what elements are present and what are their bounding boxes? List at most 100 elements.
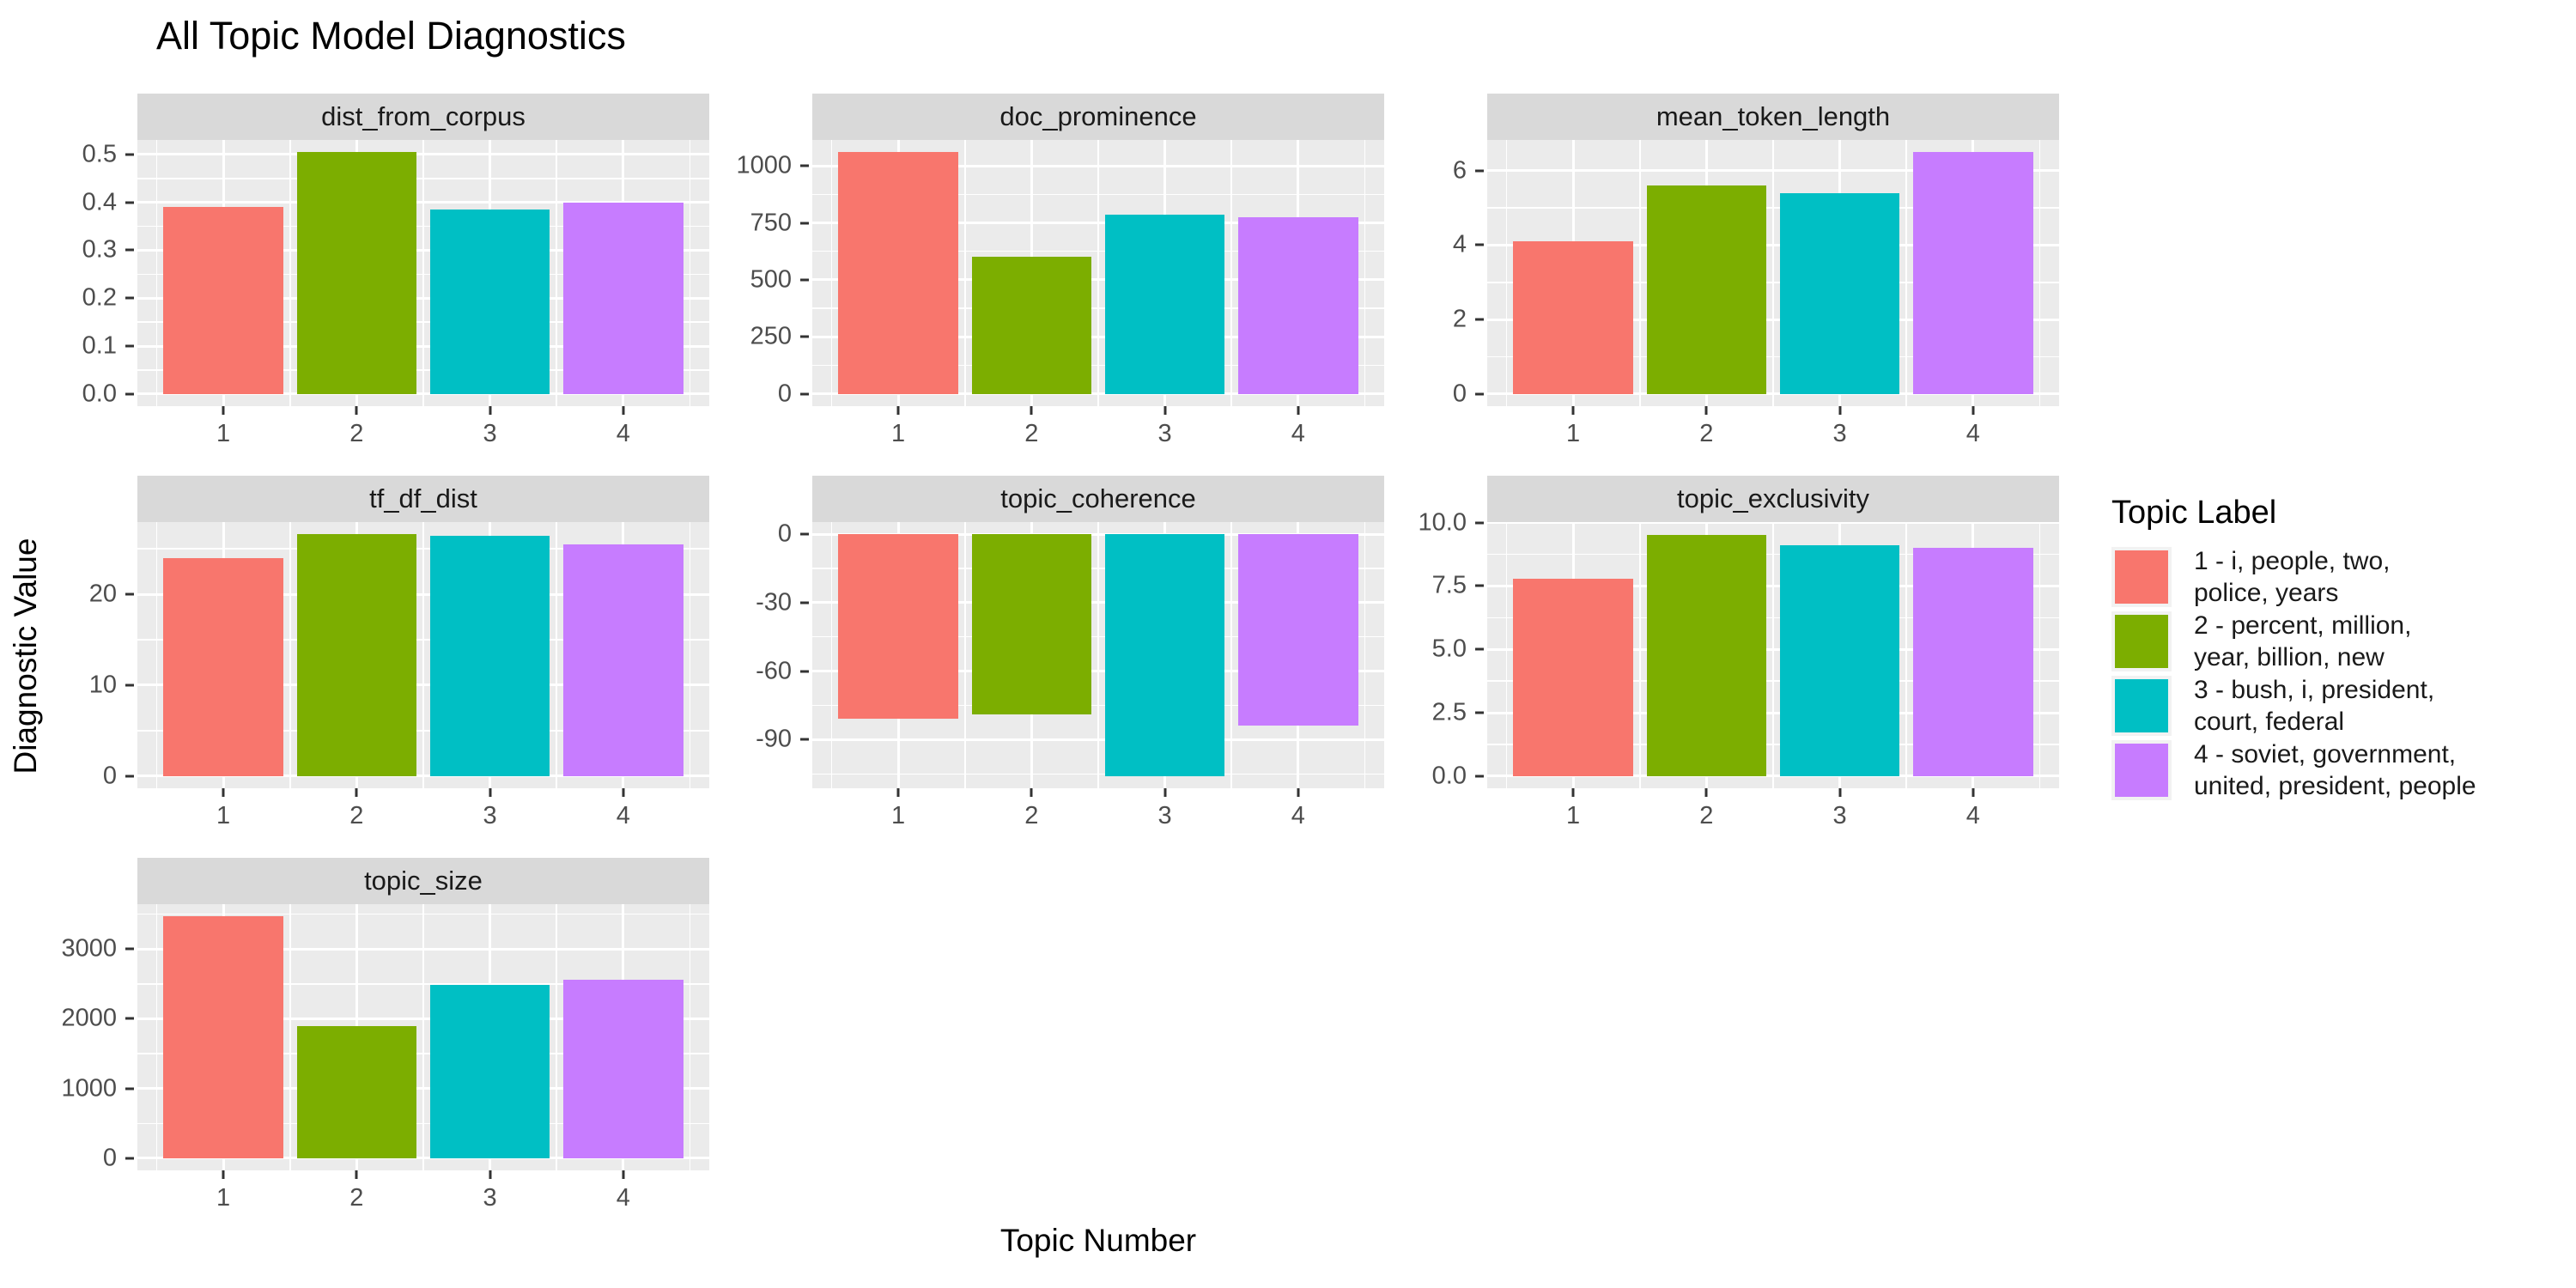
x-tick-label: 1 (891, 420, 906, 447)
y-tick-label: -30 (756, 588, 792, 617)
gridline-minor (1772, 140, 1774, 406)
y-tick-mark (1475, 584, 1484, 587)
legend-item-1: 1 - i, people, two, police, years (2111, 547, 2567, 609)
facet-panel (137, 522, 709, 788)
y-tick-mark (125, 592, 134, 596)
bar-topic_exclusivity-topic-3 (1779, 545, 1900, 776)
y-tick-label: 0.1 (82, 331, 117, 360)
y-tick-label: 2000 (61, 1004, 117, 1032)
gridline-minor (1505, 522, 1508, 788)
x-tick-mark (222, 1170, 225, 1179)
y-axis: 0.0 0.1 0.2 0.3 0.4 0.5 (34, 140, 137, 408)
y-tick-mark (125, 344, 134, 348)
y-tick-label: 750 (750, 209, 792, 236)
y-tick-mark (1475, 318, 1484, 321)
bar-mean_token_length-topic-4 (1913, 152, 2033, 394)
legend-key (2111, 676, 2172, 736)
y-tick-mark (125, 201, 134, 204)
bar-topic_coherence-topic-1 (838, 534, 958, 720)
facet-strip: topic_coherence (812, 476, 1384, 522)
y-tick-label: 5.0 (1431, 635, 1467, 663)
legend-swatch (2115, 679, 2168, 732)
x-tick-label: 1 (1566, 802, 1581, 829)
y-tick-label: -90 (756, 725, 792, 753)
x-tick-label: 2 (1024, 420, 1039, 447)
y-tick-mark (1475, 243, 1484, 246)
y-tick-mark (125, 1017, 134, 1020)
gridline-minor (1639, 522, 1641, 788)
x-tick-label: 4 (616, 1184, 630, 1212)
x-tick-mark (489, 788, 492, 797)
facet-strip-label: topic_coherence (1000, 483, 1196, 513)
facet-tf_df_dist: tf_df_dist 0 10 20 1 2 3 4 (34, 476, 709, 836)
x-tick-label: 2 (1024, 802, 1039, 829)
y-tick-mark (800, 164, 809, 167)
gridline-minor (689, 522, 691, 788)
facet-panel (1487, 140, 2059, 406)
facet-strip: tf_df_dist (137, 476, 709, 522)
x-tick-label: 1 (216, 802, 231, 829)
x-tick-mark (1163, 406, 1167, 415)
facet-panel (812, 522, 1384, 788)
gridline-minor (1230, 140, 1232, 406)
facet-topic_size: topic_size 0 1000 2000 3000 1 2 3 4 (34, 858, 709, 1218)
y-tick-label: 20 (88, 580, 117, 608)
y-tick-mark (125, 296, 134, 300)
gridline-minor (1364, 140, 1366, 406)
gridline-minor (289, 904, 291, 1170)
facet-strip-label: doc_prominence (999, 101, 1197, 131)
y-tick-label: 0 (102, 762, 117, 790)
gridline-minor (1905, 140, 1907, 406)
y-tick-mark (125, 947, 134, 951)
facet-strip: topic_exclusivity (1487, 476, 2059, 522)
y-axis: 0.0 2.5 5.0 7.5 10.0 (1384, 508, 1487, 789)
gridline-minor (155, 904, 158, 1170)
y-tick-label: 0.3 (82, 235, 117, 264)
x-tick-mark (896, 788, 900, 797)
x-tick-label: 4 (1291, 420, 1305, 447)
y-tick-label: 7.5 (1431, 571, 1467, 599)
y-tick-mark (1475, 521, 1484, 525)
x-tick-mark (1030, 788, 1033, 797)
x-tick-mark (896, 406, 900, 415)
gridline-minor (1364, 522, 1366, 788)
y-tick-mark (1475, 392, 1484, 396)
y-tick-label: 250 (750, 322, 792, 350)
x-tick-label: 2 (1699, 802, 1714, 829)
legend-item-4: 4 - soviet, government, united, presiden… (2111, 740, 2567, 802)
y-tick-mark (125, 1157, 134, 1160)
y-tick-mark (800, 335, 809, 338)
y-axis: 0 -30 -60 -90 (709, 520, 812, 788)
gridline-minor (289, 140, 291, 406)
gridline-minor (1230, 522, 1232, 788)
legend-label: 4 - soviet, government, united, presiden… (2194, 740, 2476, 800)
x-tick-mark (622, 406, 625, 415)
y-tick-mark (800, 532, 809, 536)
y-tick-mark (800, 392, 809, 396)
gridline-minor (1505, 140, 1508, 406)
y-tick-label: 3000 (61, 934, 117, 963)
bar-doc_prominence-topic-3 (1104, 215, 1225, 394)
facet-strip: doc_prominence (812, 94, 1384, 140)
bar-topic_coherence-topic-3 (1104, 534, 1225, 776)
x-tick-label: 2 (1699, 420, 1714, 447)
legend-key (2111, 611, 2172, 671)
y-tick-label: 0 (1452, 380, 1467, 408)
facet-strip-label: mean_token_length (1656, 101, 1891, 131)
gridline-minor (556, 140, 557, 406)
y-tick-label: 0 (777, 380, 792, 408)
y-tick-label: 0 (102, 1144, 117, 1172)
x-tick-label: 3 (1157, 420, 1172, 447)
bar-dist_from_corpus-topic-4 (563, 202, 683, 394)
gridline-minor (830, 522, 833, 788)
y-tick-mark (800, 738, 809, 741)
y-tick-label: 0.0 (82, 380, 117, 408)
x-tick-mark (1163, 788, 1167, 797)
x-tick-mark (1704, 406, 1708, 415)
gridline-minor (964, 140, 966, 406)
facet-strip: mean_token_length (1487, 94, 2059, 140)
x-tick-label: 2 (349, 802, 364, 829)
x-tick-label: 3 (1157, 802, 1172, 829)
facet-panel (812, 140, 1384, 406)
